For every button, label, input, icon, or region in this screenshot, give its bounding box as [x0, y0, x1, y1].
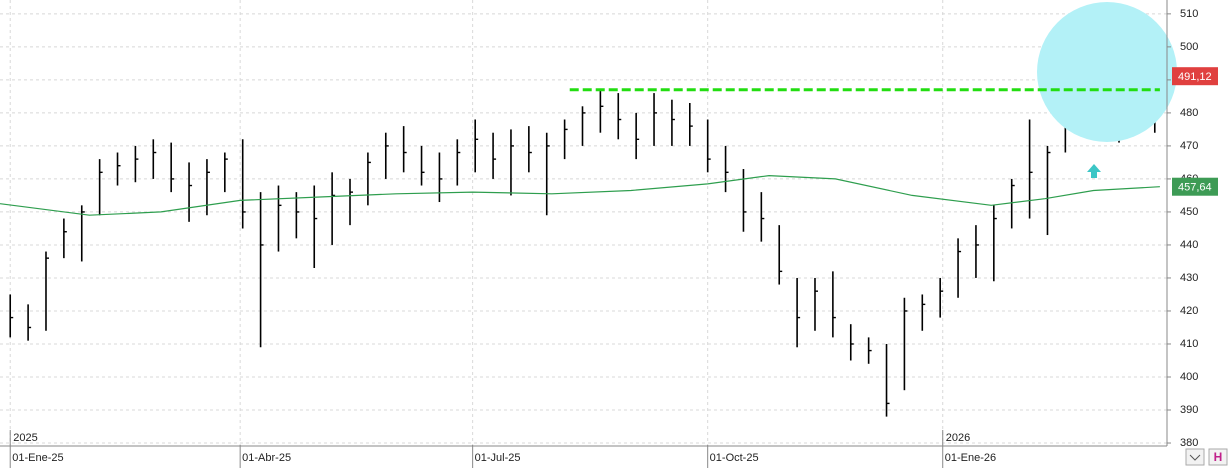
y-tick-label: 510: [1180, 8, 1198, 20]
y-tick-label: 500: [1180, 41, 1198, 53]
x-tick-label: 01-Ene-26: [945, 452, 996, 464]
y-tick-label: 440: [1180, 239, 1198, 251]
moving-average: [0, 174, 1160, 216]
year-label: 2025: [13, 432, 37, 444]
scroll-icon: [1189, 454, 1201, 461]
x-tick-label: 01-Ene-25: [12, 452, 63, 464]
year-label: 2026: [946, 432, 970, 444]
y-tick-label: 480: [1180, 107, 1198, 119]
y-tick-label: 390: [1180, 404, 1198, 416]
y-tick-label: 410: [1180, 338, 1198, 350]
h-button[interactable]: [1208, 448, 1228, 466]
x-tick-label: 01-Jul-25: [475, 452, 521, 464]
y-tick-label: 400: [1180, 371, 1198, 383]
x-tick-label: 01-Abr-25: [242, 452, 291, 464]
price-label-box: [1172, 177, 1218, 196]
highlight-circle: [1037, 2, 1177, 142]
y-tick-label: 420: [1180, 305, 1198, 317]
scroll-button[interactable]: [1185, 448, 1205, 466]
y-tick-label: 450: [1180, 206, 1198, 218]
h-button-label: H: [1214, 450, 1223, 464]
price-label: 491,12: [1178, 71, 1212, 83]
up-arrow: [1087, 164, 1101, 178]
y-tick-label: 470: [1180, 140, 1198, 152]
y-tick-label: 380: [1180, 437, 1198, 449]
x-tick-label: 01-Oct-25: [710, 452, 759, 464]
price-label: 457,64: [1178, 182, 1212, 194]
y-tick-label: 430: [1180, 272, 1198, 284]
price-label-box: [1172, 67, 1218, 86]
axes: 3803904004104204304404504604704804905005…: [9, 8, 1218, 468]
